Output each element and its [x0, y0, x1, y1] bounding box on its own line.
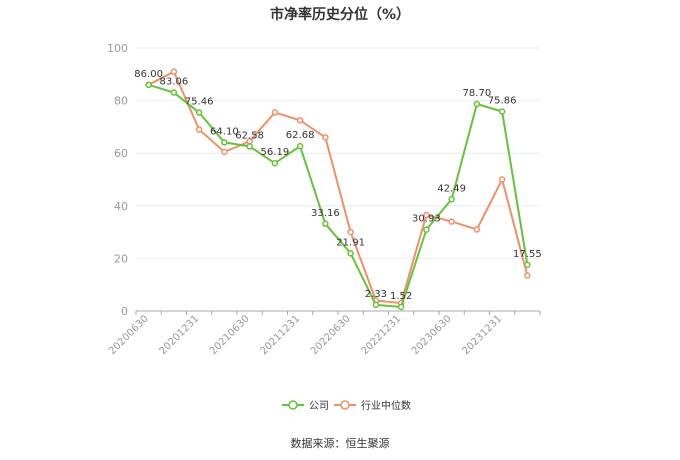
data-point-company [347, 250, 354, 257]
legend-marker [340, 400, 350, 410]
data-point-company [271, 159, 279, 167]
data-label: 1.52 [390, 291, 412, 302]
data-label: 83.06 [160, 77, 189, 88]
data-label: 75.86 [488, 95, 517, 106]
data-point-company [448, 196, 455, 203]
data-point-company [296, 142, 304, 150]
data-point-company [170, 89, 178, 96]
y-tick-label: 100 [107, 42, 128, 55]
data-point-company [195, 109, 203, 116]
data-point-company [397, 303, 405, 311]
data-point-company [145, 81, 152, 89]
data-label: 42.49 [437, 183, 466, 194]
x-tick-label: 20230630 [410, 313, 454, 357]
data-point-company [473, 100, 481, 108]
x-tick-label: 20210630 [208, 313, 252, 357]
data-point-company [322, 220, 329, 228]
chart-title: 市净率历史分位（%） [269, 7, 411, 23]
x-tick-label: 20221231 [359, 313, 403, 357]
data-label: 64.10 [210, 126, 239, 137]
data-label: 33.16 [311, 208, 340, 219]
series-line-company [148, 83, 529, 309]
y-tick-label: 0 [121, 305, 128, 318]
legend-item-company: 公司 [309, 401, 329, 412]
y-tick-label: 80 [114, 95, 128, 108]
data-point-industry [448, 218, 455, 225]
legend-marker [288, 400, 298, 410]
data-point-company [524, 261, 531, 269]
y-tick-label: 60 [114, 147, 128, 160]
x-tick-label: 20201231 [157, 313, 201, 357]
data-label: 86.00 [134, 69, 163, 80]
data-label: 78.70 [463, 88, 492, 99]
data-label: 56.19 [261, 147, 290, 158]
series-line-industry [148, 70, 529, 305]
data-label: 17.55 [513, 249, 542, 260]
data-point-industry [498, 176, 506, 183]
data-point-industry [296, 117, 304, 124]
data-point-industry [170, 68, 178, 75]
data-label: 75.46 [185, 97, 214, 108]
data-point-industry [322, 134, 329, 141]
data-point-industry [347, 228, 354, 236]
y-tick-label: 40 [114, 200, 128, 213]
x-tick-label: 20220630 [309, 313, 353, 357]
legend-item-industry: 行业中位数 [361, 399, 411, 412]
x-tick-label: 20200630 [107, 313, 151, 357]
data-point-industry [271, 109, 279, 116]
data-label: 62.58 [235, 130, 264, 141]
data-point-company [498, 108, 506, 115]
data-label: 30.93 [412, 214, 441, 225]
x-tick-label: 20211231 [258, 313, 302, 357]
data-point-company [372, 301, 380, 309]
data-label: 2.33 [365, 289, 387, 300]
data-point-industry [221, 148, 228, 156]
x-tick-label: 20231231 [460, 313, 504, 357]
data-point-industry [524, 272, 531, 279]
data-point-company [221, 139, 228, 146]
data-point-industry [195, 126, 203, 133]
source-note: 数据来源：恒生聚源 [290, 437, 390, 450]
data-point-company [246, 143, 253, 150]
data-label: 62.68 [286, 130, 315, 141]
data-point-industry [423, 211, 430, 219]
data-label: 21.91 [336, 237, 365, 248]
y-tick-label: 20 [114, 252, 128, 265]
data-point-company [423, 226, 430, 233]
data-point-industry [473, 226, 481, 233]
